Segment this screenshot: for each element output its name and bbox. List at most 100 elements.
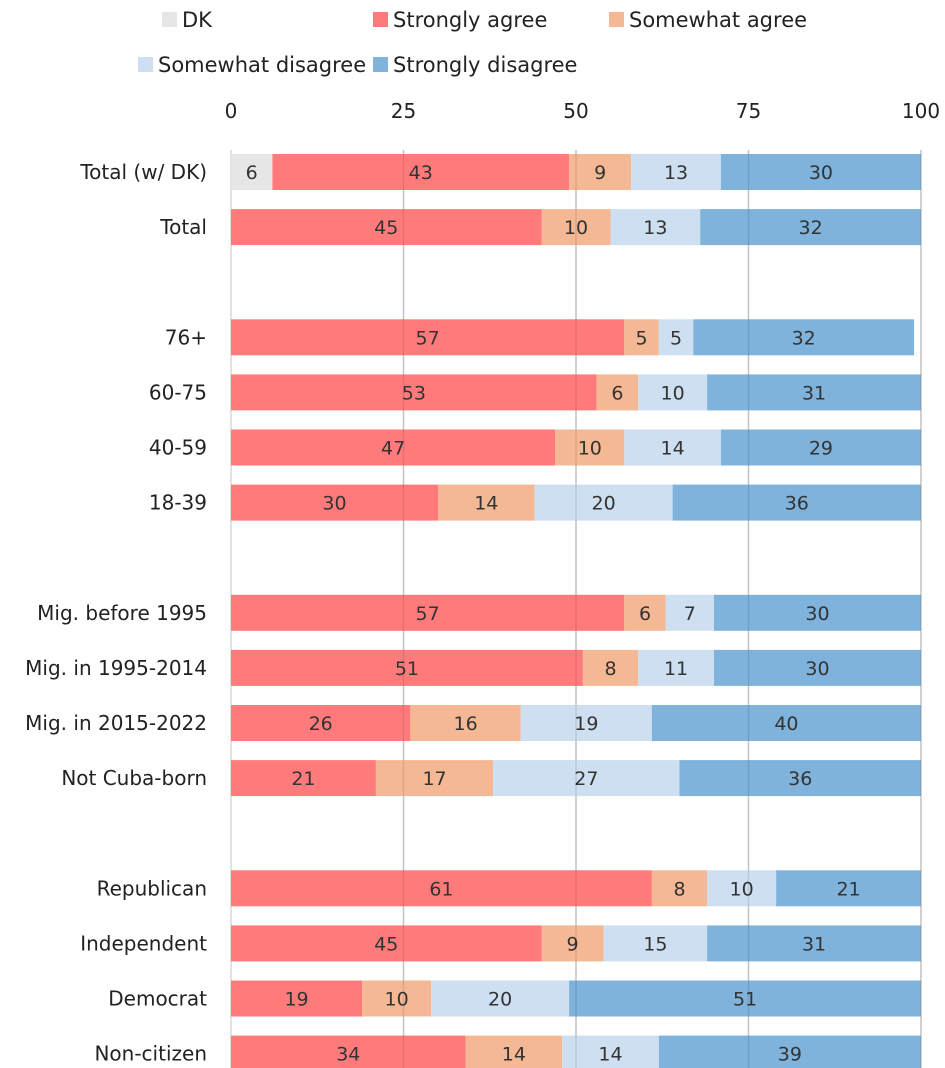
x-axis: 0 25 50 75 100: [225, 99, 940, 123]
bar-somewhat-agree-40-59: [555, 429, 625, 466]
data-label: 9: [567, 933, 579, 955]
legend-label-dk: DK: [182, 8, 213, 32]
data-label: 29: [809, 438, 833, 460]
bar-strongly-disagree-independent: [707, 925, 921, 962]
bar-somewhat-disagree-mig-in-1995-2014: [638, 649, 714, 686]
category-label-mig-before-1995: Mig. before 1995: [37, 601, 207, 625]
x-tick-label: 100: [902, 99, 940, 123]
bar-strongly-disagree-40-59: [720, 429, 921, 466]
category-label-total-w-dk: Total (w/ DK): [79, 160, 207, 184]
data-label: 36: [785, 493, 809, 515]
bar-somewhat-disagree-18-39: [534, 484, 673, 521]
legend-label-strongly-agree: Strongly agree: [393, 8, 547, 32]
legend-label-strongly-disagree: Strongly disagree: [393, 53, 577, 77]
bar-somewhat-disagree-independent: [603, 925, 708, 962]
bar-strongly-agree-mig-in-2015-2022: [231, 705, 411, 741]
bar-somewhat-agree-60-75: [596, 374, 639, 411]
data-label: 7: [684, 603, 696, 625]
category-label-non-citizen: Non-citizen: [94, 1042, 207, 1066]
data-label: 10: [661, 382, 685, 404]
category-label-18-39: 18-39: [149, 491, 207, 515]
bar-somewhat-agree-mig-in-2015-2022: [410, 705, 521, 741]
data-label: 13: [664, 162, 688, 184]
bar-strongly-disagree-total-w-dk: [720, 154, 921, 190]
data-label: 20: [592, 493, 616, 515]
data-label: 27: [574, 768, 598, 790]
bar-strongly-disagree-mig-in-2015-2022: [651, 705, 921, 741]
category-label-76: 76+: [165, 325, 207, 349]
data-label: 14: [474, 493, 498, 515]
data-label: 10: [385, 989, 409, 1011]
data-label: 21: [291, 768, 315, 790]
bar-strongly-agree-total-w-dk: [272, 154, 570, 190]
bar-somewhat-agree-non-citizen: [465, 1035, 563, 1068]
data-label: 26: [309, 713, 333, 735]
category-label-democrat: Democrat: [108, 987, 207, 1011]
data-label: 10: [578, 438, 602, 460]
data-label: 30: [322, 493, 346, 515]
data-label: 14: [502, 1044, 526, 1066]
bar-somewhat-agree-independent: [541, 925, 604, 962]
data-label: 61: [429, 878, 453, 900]
data-label: 6: [611, 382, 623, 404]
bar-strongly-agree-mig-before-1995: [231, 594, 625, 631]
x-tick-label: 75: [736, 99, 761, 123]
data-label: 45: [374, 217, 398, 239]
data-label: 15: [643, 933, 667, 955]
data-label: 13: [643, 217, 667, 239]
bar-strongly-agree-60-75: [231, 374, 597, 411]
bar-strongly-disagree-60-75: [707, 374, 921, 411]
bar-strongly-agree-total: [231, 209, 542, 246]
bar-somewhat-disagree-mig-before-1995: [665, 594, 714, 631]
gridlines-overlay: [402, 150, 922, 1068]
bar-somewhat-agree-democrat: [362, 980, 432, 1017]
bar-strongly-disagree-total: [700, 209, 921, 246]
bar-somewhat-agree-18-39: [438, 484, 535, 521]
category-label-40-59: 40-59: [149, 436, 207, 460]
bar-somewhat-disagree-total-w-dk: [631, 154, 721, 190]
bar-somewhat-agree-total: [541, 209, 611, 246]
bar-strongly-agree-independent: [231, 925, 542, 962]
data-label: 51: [395, 658, 419, 680]
data-label: 6: [246, 162, 258, 184]
bar-strongly-agree-76: [231, 319, 625, 356]
data-label: 8: [673, 878, 685, 900]
data-label: 57: [416, 603, 440, 625]
data-label: 32: [799, 217, 823, 239]
data-label: 47: [381, 438, 405, 460]
bar-strongly-agree-mig-in-1995-2014: [231, 649, 583, 686]
bar-somewhat-agree-not-cuba-born: [375, 760, 494, 797]
bar-somewhat-disagree-60-75: [638, 374, 708, 411]
bar-somewhat-disagree-total: [610, 209, 701, 246]
data-label: 45: [374, 933, 398, 955]
bar-somewhat-agree-mig-in-1995-2014: [582, 649, 639, 686]
bar-somewhat-agree-total-w-dk: [569, 154, 632, 190]
data-label: 16: [454, 713, 478, 735]
data-label: 39: [778, 1044, 802, 1066]
bar-dk-total-w-dk: [231, 154, 273, 190]
legend-swatch-somewhat-disagree: [138, 57, 153, 72]
bar-somewhat-agree-76: [624, 319, 659, 356]
bar-strongly-agree-democrat: [231, 980, 363, 1017]
category-label-independent: Independent: [80, 931, 207, 955]
category-label-republican: Republican: [97, 876, 207, 900]
data-label: 32: [792, 327, 816, 349]
legend-swatch-strongly-disagree: [373, 57, 388, 72]
bar-strongly-disagree-18-39: [672, 484, 921, 521]
data-label: 31: [802, 382, 826, 404]
data-label: 17: [422, 768, 446, 790]
bar-strongly-agree-not-cuba-born: [231, 760, 376, 797]
bar-strongly-disagree-non-citizen: [658, 1035, 921, 1068]
bar-strongly-agree-republican: [231, 870, 652, 907]
data-label: 14: [598, 1044, 622, 1066]
bar-somewhat-disagree-76: [658, 319, 694, 356]
bar-somewhat-disagree-republican: [707, 870, 777, 907]
legend-label-somewhat-agree: Somewhat agree: [629, 8, 807, 32]
data-label: 43: [409, 162, 433, 184]
bar-somewhat-disagree-democrat: [431, 980, 570, 1017]
data-label: 19: [284, 989, 308, 1011]
bar-strongly-disagree-democrat: [569, 980, 921, 1017]
bar-somewhat-agree-mig-before-1995: [624, 594, 666, 631]
legend-swatch-dk: [162, 12, 177, 27]
y-axis: Total (w/ DK) Total 76+ 60-75 40-59 18-39 Mig.…: [25, 160, 207, 1066]
